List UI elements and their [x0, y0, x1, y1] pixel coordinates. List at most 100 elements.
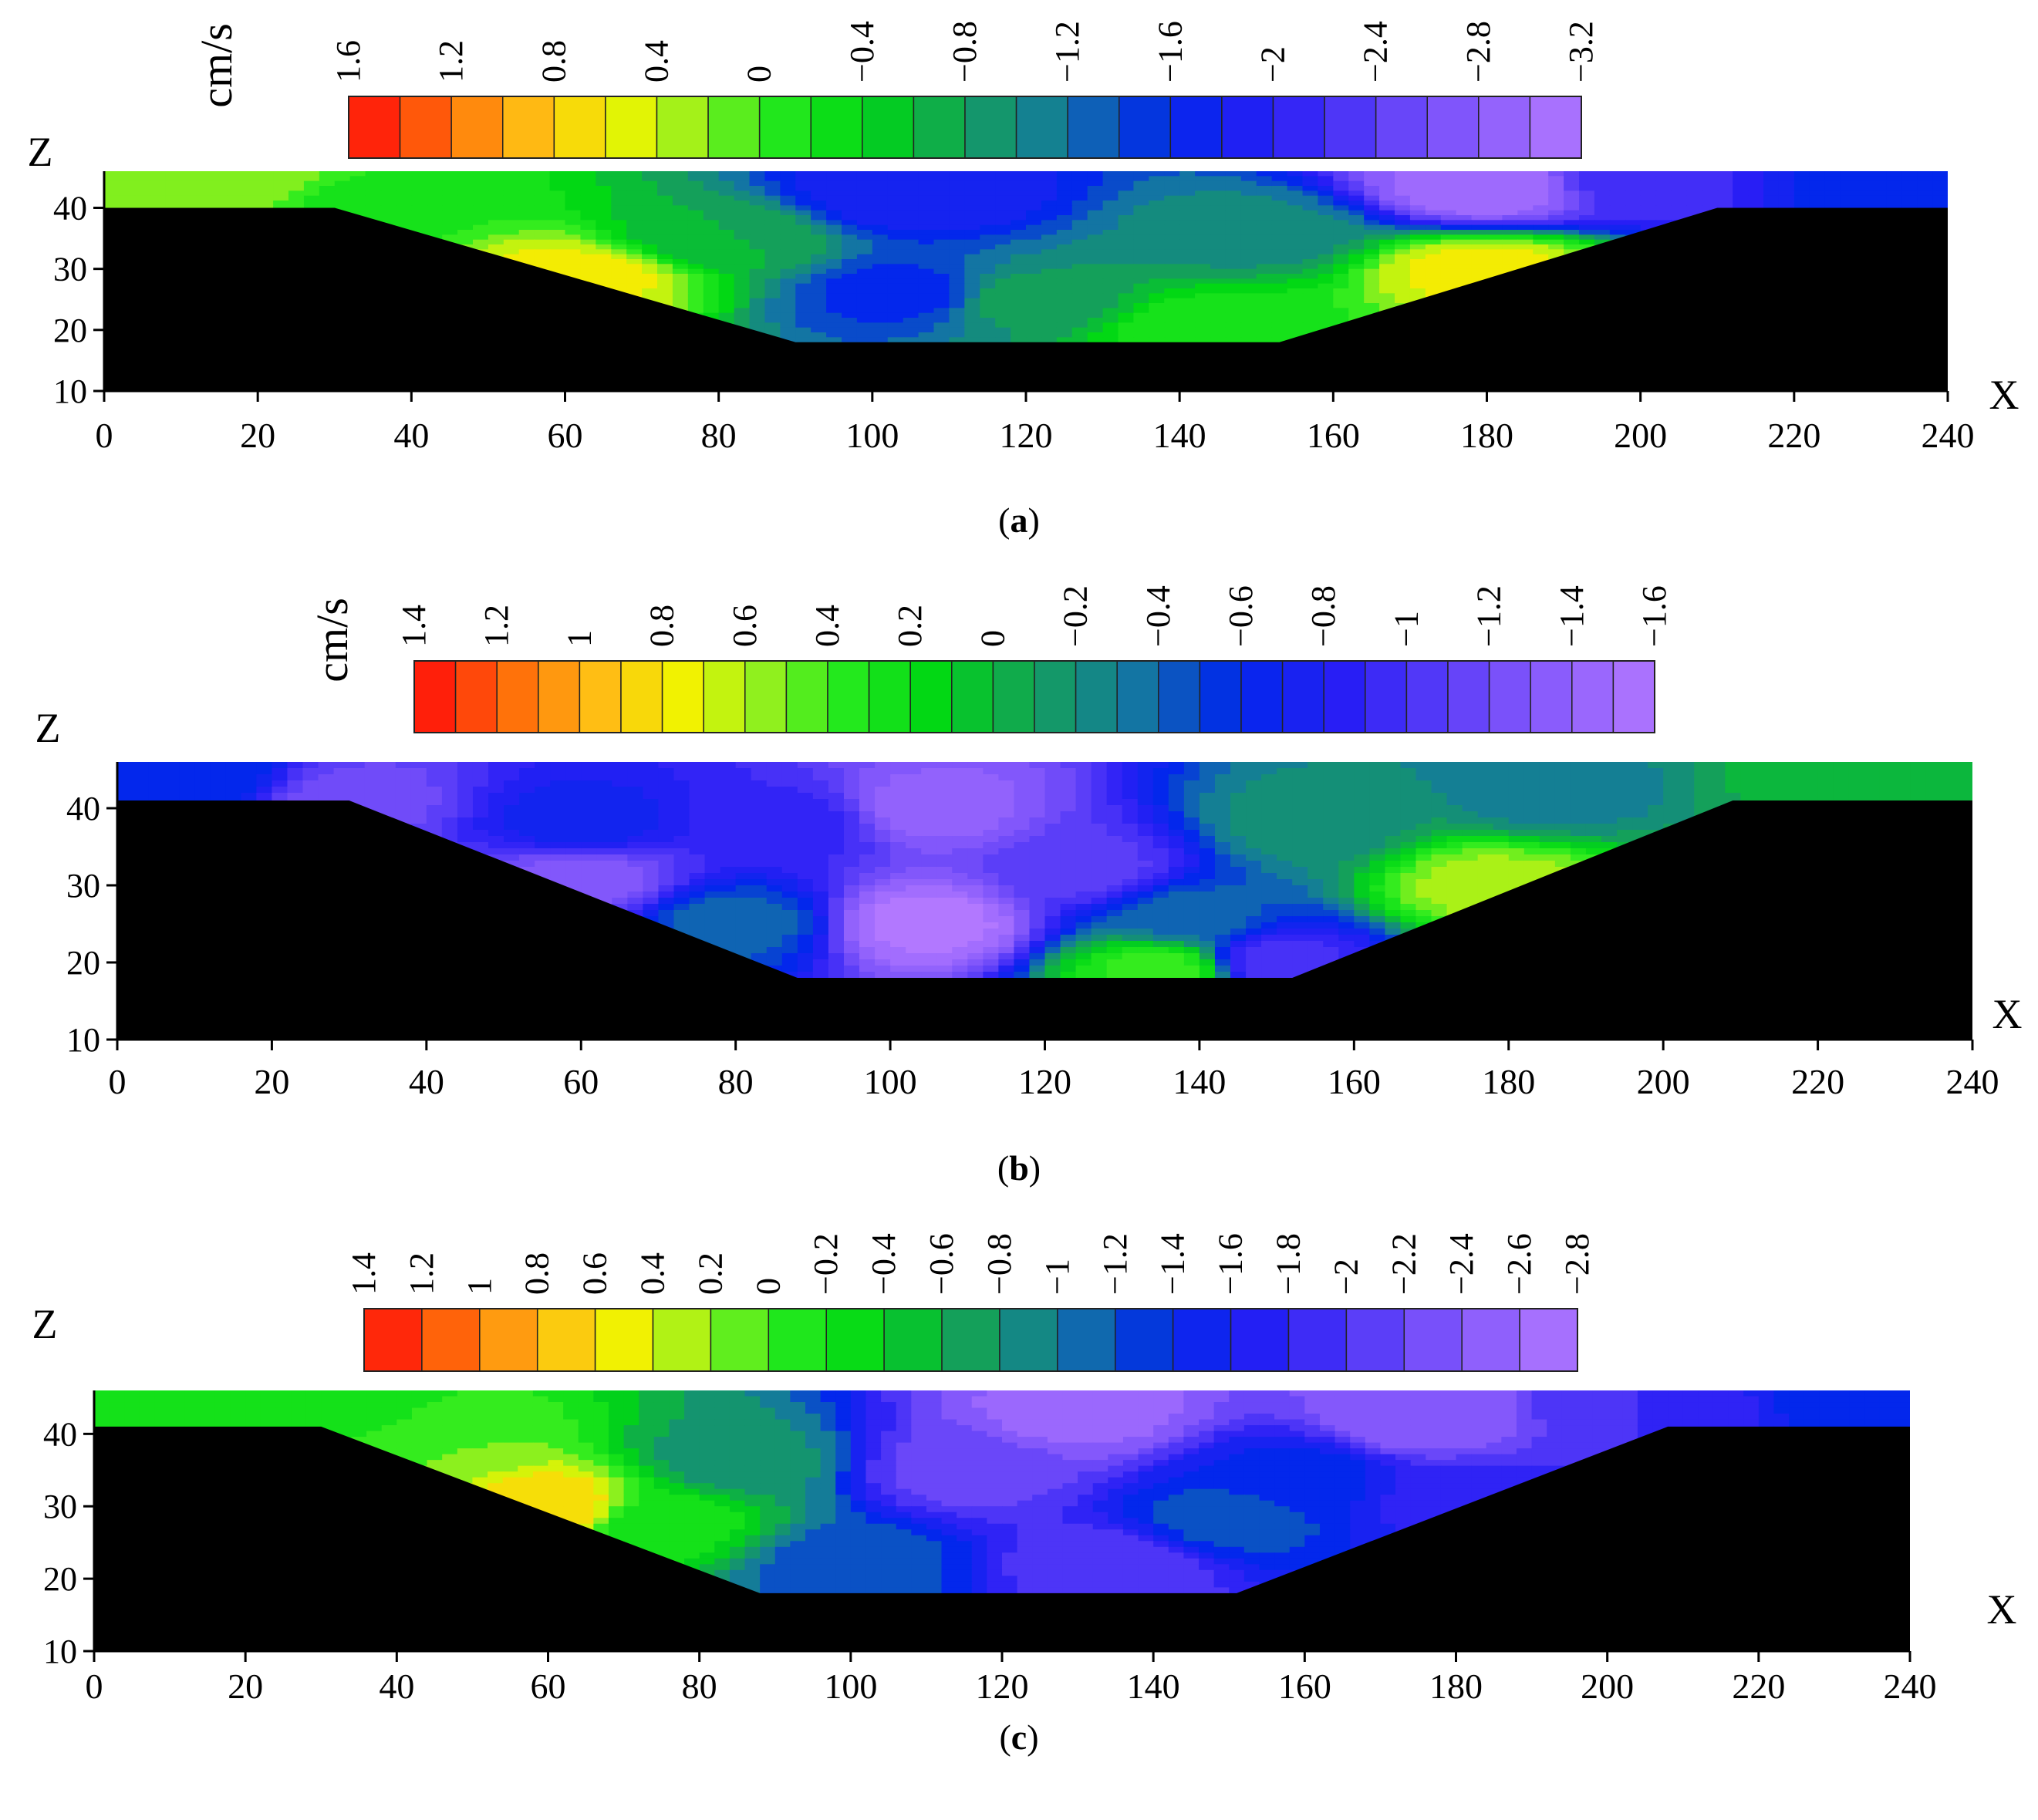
field-cell [1579, 230, 1595, 236]
field-cell [457, 210, 474, 216]
field-cell [995, 176, 1011, 182]
field-cell [964, 264, 981, 270]
field-cell [1579, 215, 1595, 221]
field-cell [1302, 201, 1319, 207]
field-cell [196, 190, 213, 197]
field-cell [1011, 176, 1027, 182]
field-cell [980, 234, 996, 241]
field-cell [473, 190, 489, 197]
field-cell [1302, 239, 1319, 245]
field-cell [1102, 303, 1119, 309]
field-cell [549, 190, 566, 197]
field-cell [1609, 171, 1626, 177]
field-cell [626, 239, 643, 245]
field-cell [1440, 220, 1457, 226]
field-cell [565, 230, 582, 236]
field-cell [365, 201, 382, 207]
field-cell [826, 322, 842, 329]
field-cell [687, 190, 704, 197]
field-cell [1133, 239, 1150, 245]
field-cell [995, 234, 1011, 241]
field-cell [949, 288, 966, 295]
field-cell [1456, 244, 1473, 251]
field-cell [1195, 254, 1211, 260]
field-cell [872, 244, 889, 251]
field-cell [995, 201, 1011, 207]
field-cell [1886, 180, 1903, 187]
field-cell [1041, 190, 1058, 197]
field-cell [764, 195, 781, 201]
field-cell [1409, 264, 1426, 270]
field-cell [1071, 318, 1088, 324]
field-cell [1778, 190, 1795, 197]
field-cell [842, 186, 858, 192]
field-cell [933, 201, 950, 207]
field-cell [749, 327, 766, 333]
field-cell [1179, 303, 1196, 309]
field-cell [1456, 239, 1473, 245]
x-tick-label: 240 [1922, 416, 1975, 455]
field-cell [1164, 186, 1180, 192]
field-cell [1149, 318, 1166, 324]
field-cell [1118, 318, 1135, 324]
field-cell [949, 254, 966, 260]
field-cell [1594, 215, 1611, 221]
field-cell [780, 171, 797, 177]
field-cell [1348, 195, 1365, 201]
field-cell [1625, 215, 1642, 221]
field-cell [1026, 224, 1042, 231]
field-cell [903, 254, 919, 260]
field-cell [1014, 762, 1031, 769]
field-cell [1348, 268, 1365, 275]
field-cell [1763, 186, 1780, 192]
field-cell [1318, 303, 1334, 309]
field-cell [1625, 230, 1642, 236]
field-cell [1348, 278, 1365, 285]
field-cell [1471, 210, 1488, 216]
field-cell [349, 176, 366, 182]
field-cell [457, 171, 474, 177]
field-cell [1261, 762, 1277, 769]
field-cell [333, 762, 350, 769]
colorbar-cell [913, 96, 966, 159]
field-cell [1240, 274, 1257, 280]
field-cell [1071, 322, 1088, 329]
field-cell [980, 312, 996, 318]
field-cell [1548, 224, 1564, 231]
field-cell [1164, 283, 1180, 289]
field-cell [887, 293, 904, 299]
field-cell [936, 762, 953, 769]
field-cell [1548, 195, 1564, 201]
field-cell [826, 264, 842, 270]
field-cell [718, 308, 735, 314]
field-cell [1210, 283, 1227, 289]
field-cell [1287, 230, 1304, 236]
field-cell [949, 186, 966, 192]
field-cell [1763, 176, 1780, 182]
field-cell [1056, 288, 1073, 295]
field-cell [872, 332, 889, 339]
field-cell [365, 171, 382, 177]
field-cell [1486, 210, 1503, 216]
field-cell [1087, 264, 1104, 270]
field-cell [1671, 215, 1688, 221]
field-cell [1149, 337, 1166, 343]
field-cell [1333, 180, 1350, 187]
field-cell [1379, 190, 1395, 197]
field-cell [518, 249, 535, 255]
field-cell [473, 244, 489, 251]
field-cell [1164, 205, 1180, 211]
field-cell [964, 308, 981, 314]
field-cell [1087, 308, 1104, 314]
x-tick-label: 180 [1460, 416, 1513, 455]
field-cell [1548, 215, 1564, 221]
field-cell [964, 337, 981, 343]
field-cell [949, 230, 966, 236]
field-cell [150, 190, 167, 197]
field-cell [1594, 186, 1611, 192]
field-cell [150, 176, 167, 182]
field-cell [1287, 201, 1304, 207]
field-cell [718, 186, 735, 192]
field-cell [181, 201, 197, 207]
field-cell [1733, 176, 1749, 182]
